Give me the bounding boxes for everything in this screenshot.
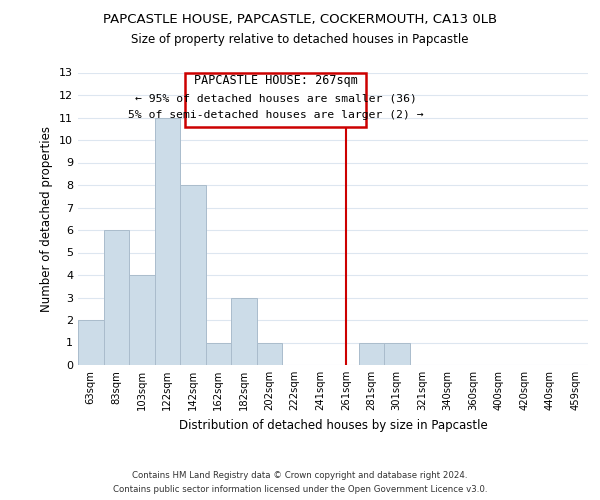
FancyBboxPatch shape [185, 72, 366, 126]
Text: Contains public sector information licensed under the Open Government Licence v3: Contains public sector information licen… [113, 484, 487, 494]
Bar [205, 342, 231, 365]
Text: PAPCASTLE HOUSE, PAPCASTLE, COCKERMOUTH, CA13 0LB: PAPCASTLE HOUSE, PAPCASTLE, COCKERMOUTH,… [103, 12, 497, 26]
Y-axis label: Number of detached properties: Number of detached properties [40, 126, 53, 312]
Bar [257, 342, 282, 365]
Bar [129, 275, 155, 365]
Text: Size of property relative to detached houses in Papcastle: Size of property relative to detached ho… [131, 32, 469, 46]
Bar [180, 185, 205, 365]
Bar [104, 230, 129, 365]
Bar [155, 118, 180, 365]
Text: Contains HM Land Registry data © Crown copyright and database right 2024.: Contains HM Land Registry data © Crown c… [132, 472, 468, 480]
Bar [359, 342, 384, 365]
Bar [78, 320, 104, 365]
Text: ← 95% of detached houses are smaller (36): ← 95% of detached houses are smaller (36… [134, 94, 416, 104]
Bar [384, 342, 409, 365]
Text: PAPCASTLE HOUSE: 267sqm: PAPCASTLE HOUSE: 267sqm [194, 74, 358, 87]
X-axis label: Distribution of detached houses by size in Papcastle: Distribution of detached houses by size … [179, 418, 487, 432]
Text: 5% of semi-detached houses are larger (2) →: 5% of semi-detached houses are larger (2… [128, 110, 424, 120]
Bar [231, 298, 257, 365]
